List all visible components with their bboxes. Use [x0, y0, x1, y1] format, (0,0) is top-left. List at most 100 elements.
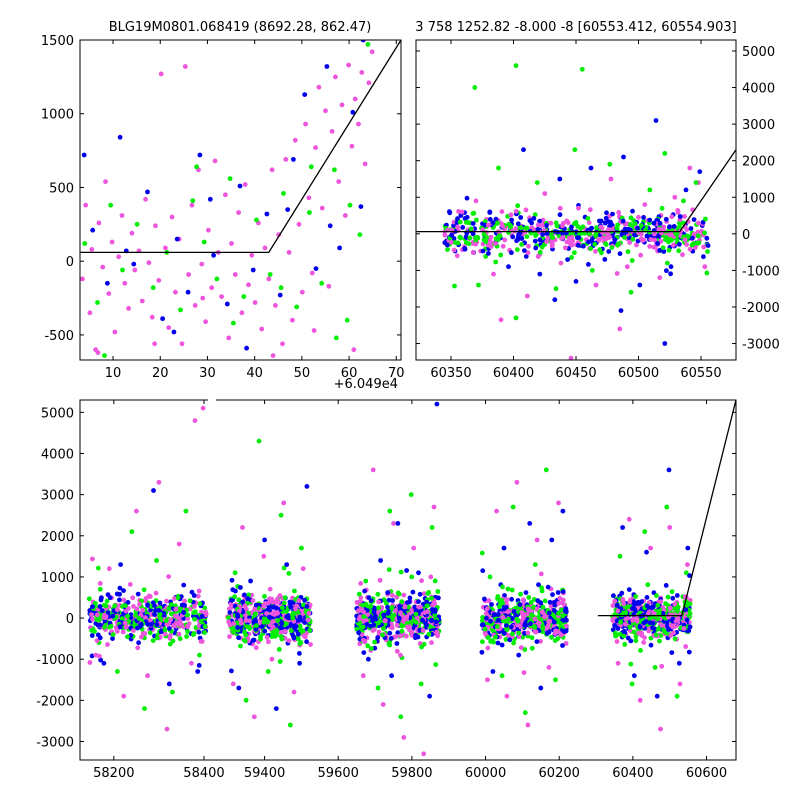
- data-point: [524, 293, 530, 299]
- axes-frame: [415, 39, 737, 361]
- y-tick-label: -3000: [742, 338, 780, 353]
- band-point: [288, 604, 294, 610]
- band-point: [121, 588, 126, 593]
- band-point: [372, 645, 378, 651]
- band-point: [485, 222, 491, 228]
- chart-title: 3 758 1252.82 -8.000 -8 [60553.412, 6055…: [415, 20, 736, 35]
- band-point: [358, 598, 363, 604]
- y-tick-label: 5000: [742, 45, 775, 60]
- band-point: [424, 603, 430, 609]
- band-point: [243, 618, 249, 623]
- band-point: [426, 631, 432, 637]
- data-point: [494, 508, 499, 514]
- data-point: [532, 562, 538, 567]
- band-point: [581, 243, 586, 249]
- band-point: [196, 588, 202, 594]
- x-tick-label: 10: [105, 366, 122, 381]
- band-point: [535, 222, 541, 228]
- axis-ticks: 58200 58400 59400 59600 59800 60000 60200 60400…: [36, 400, 736, 781]
- data-point: [102, 353, 107, 358]
- band-point: [514, 238, 519, 244]
- band-point: [103, 614, 109, 619]
- band-point: [669, 237, 674, 243]
- data-point: [516, 652, 522, 658]
- band-point: [426, 590, 432, 595]
- band-point: [142, 598, 148, 604]
- data-point: [546, 665, 552, 670]
- data-point: [534, 537, 540, 543]
- band-point: [238, 643, 243, 649]
- band-point: [482, 219, 488, 224]
- band-point: [247, 618, 253, 624]
- band-point: [664, 268, 669, 274]
- band-point: [597, 247, 603, 253]
- band-point: [645, 582, 651, 588]
- band-point: [524, 225, 530, 231]
- band-point: [294, 603, 300, 609]
- band-point: [407, 595, 413, 601]
- data-point: [240, 525, 245, 530]
- band-point: [397, 616, 402, 621]
- data-point: [654, 693, 660, 699]
- band-point: [387, 630, 393, 636]
- data-point: [174, 236, 180, 242]
- band-point: [690, 235, 695, 241]
- data-point: [319, 280, 325, 286]
- band-point: [550, 235, 556, 241]
- band-point: [669, 589, 675, 595]
- data-point: [349, 143, 355, 149]
- band-point: [672, 601, 678, 607]
- data-point: [136, 640, 142, 646]
- data-point: [96, 220, 102, 226]
- chart-top-right: 3 758 1252.82 -8.000 -8 [60553.412, 6055…: [415, 20, 779, 381]
- band-point: [361, 650, 367, 655]
- data-point: [311, 328, 317, 333]
- data-point: [626, 516, 632, 522]
- band-point: [489, 638, 495, 644]
- data-point: [108, 202, 114, 208]
- band-point: [650, 625, 655, 631]
- band-point: [356, 616, 362, 622]
- band-point: [161, 611, 167, 616]
- band-point: [565, 257, 570, 262]
- data-point: [534, 180, 540, 186]
- band-point: [111, 608, 117, 614]
- band-point: [563, 628, 569, 634]
- data-point: [487, 209, 493, 215]
- band-point: [181, 610, 187, 615]
- data-point: [508, 212, 514, 218]
- band-point: [623, 610, 628, 615]
- band-point: [394, 648, 400, 654]
- band-point: [550, 592, 555, 597]
- band-point: [495, 612, 501, 617]
- band-point: [652, 231, 657, 237]
- band-point: [389, 625, 395, 631]
- band-point: [410, 589, 416, 595]
- band-point: [531, 216, 537, 221]
- data-point: [542, 191, 548, 197]
- band-point: [502, 237, 508, 243]
- data-point: [126, 306, 131, 311]
- band-point: [138, 621, 144, 627]
- band-point: [504, 627, 509, 633]
- band-point: [457, 219, 463, 225]
- band-point: [604, 210, 609, 216]
- band-point: [371, 627, 377, 632]
- band-point: [297, 651, 302, 656]
- data-point: [178, 307, 183, 313]
- data-point: [250, 267, 256, 273]
- band-point: [87, 660, 93, 665]
- band-point: [390, 617, 395, 623]
- band-point: [490, 220, 496, 226]
- chart-top-left: BLG19M0801.068419 (8692.28, 862.47) 10 20…: [41, 20, 405, 392]
- band-point: [535, 227, 541, 232]
- band-point: [675, 208, 681, 213]
- band-point: [123, 624, 129, 630]
- band-point: [577, 231, 582, 237]
- band-point: [264, 634, 270, 640]
- data-point: [145, 673, 151, 679]
- band-point: [152, 603, 157, 608]
- band-point: [121, 597, 127, 603]
- band-point: [592, 241, 598, 247]
- band-point: [448, 239, 454, 245]
